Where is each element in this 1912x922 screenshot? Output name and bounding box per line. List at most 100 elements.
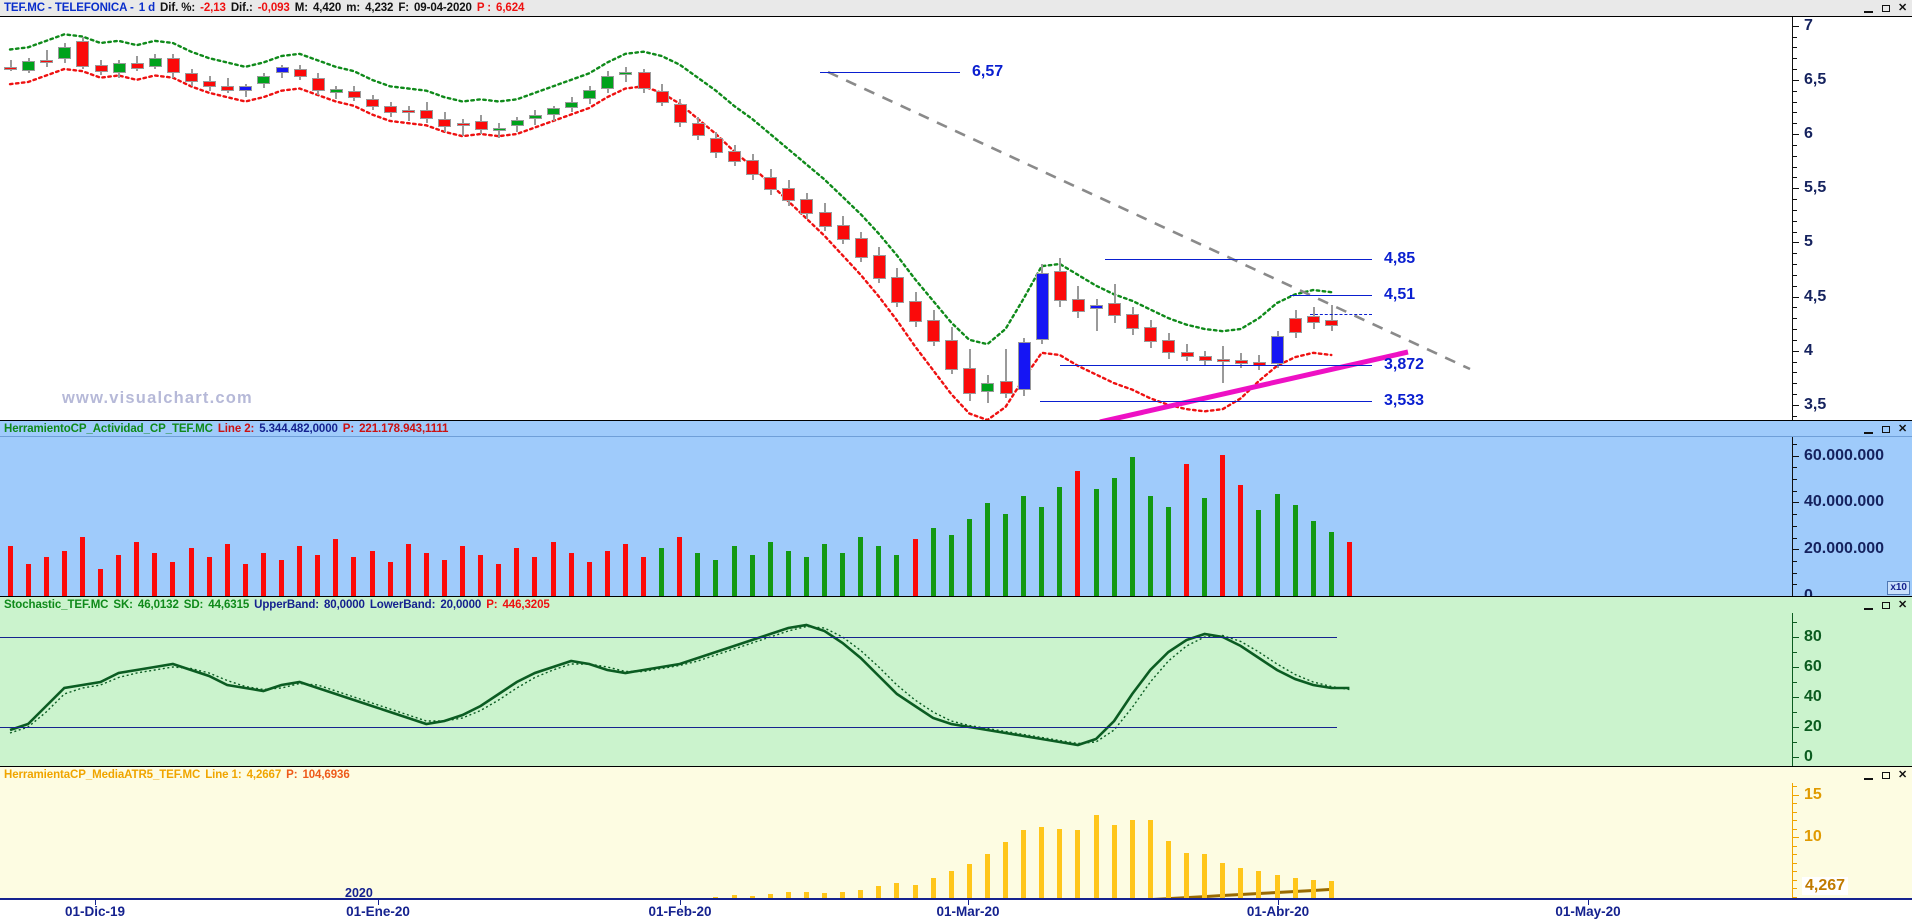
axis-minor-tick [1793,36,1797,38]
date-tick [968,900,969,905]
maximize-icon[interactable] [1878,769,1893,782]
volume-bar [387,561,393,596]
volume-bar [1165,507,1171,596]
candlestick [474,17,488,420]
axis-minor-tick [1793,803,1797,805]
lower-band-line [0,727,1338,728]
stochastic-plot-area[interactable]: 80 60 40 20 0 [0,613,1912,766]
maximize-icon[interactable] [1878,599,1893,612]
axis-minor-tick [1793,871,1797,873]
minimize-icon[interactable] [1861,423,1876,436]
date-tick [680,900,681,905]
stochastic-y-axis[interactable]: 80 60 40 20 0 [1792,613,1912,766]
axis-minor-tick [1793,490,1797,492]
volume-bar [61,550,67,596]
minimize-icon[interactable] [1861,2,1876,15]
volume-bar [333,539,339,596]
watermark: www.visualchart.com [62,389,253,407]
minimize-icon[interactable] [1861,769,1876,782]
stochastic-canvas[interactable] [0,613,1792,766]
candlestick [746,17,760,420]
axis-minor-tick [1793,862,1797,864]
candle-body [764,177,778,191]
candlestick [347,17,361,420]
volume-bar [659,548,665,596]
volume-bar [260,552,266,596]
close-icon[interactable]: ✕ [1897,598,1908,611]
sd-value: 44,6315 [208,599,250,611]
axis-tick-label: 20 [1804,718,1822,735]
maximize-icon[interactable] [1878,423,1893,436]
price-level-line[interactable] [1040,401,1372,403]
price-canvas[interactable]: www.visualchart.com 6,57 4,85 4,51 3,872 3,5… [0,17,1792,420]
diff-pct-value: -2,13 [200,2,226,14]
volume-bar [550,541,556,596]
candlestick [583,17,597,420]
volume-bar [695,552,701,596]
volume-bar [622,543,628,596]
axis-minor-tick [1793,667,1797,668]
close-icon[interactable]: ✕ [1897,1,1908,14]
axis-minor-tick [1793,90,1797,92]
symbol-label: TEF.MC - TELEFONICA - [4,2,134,14]
candlestick [709,17,723,420]
uptrend-magenta[interactable] [1099,349,1409,420]
minimize-icon[interactable] [1861,599,1876,612]
atr-bar [1003,842,1008,922]
candlestick [1053,17,1067,420]
volume-bar [224,543,230,596]
date-tick [95,900,96,905]
price-level-line[interactable] [1105,258,1372,260]
downtrend-gray[interactable] [827,70,1471,371]
price-level-line[interactable] [820,72,960,74]
maximize-icon[interactable] [1878,2,1893,15]
price-level-line[interactable] [1310,314,1372,316]
axis-minor-tick [1793,307,1797,309]
candlestick [130,17,144,420]
candlestick [945,17,959,420]
candlestick [655,17,669,420]
date-axis[interactable]: 01-Dic-19 01-Ene-20 01-Feb-20 01-Mar-20 01-A… [0,898,1912,922]
candle-wick [498,123,501,139]
candlestick [691,17,705,420]
axis-minor-tick [1793,350,1797,352]
volume-bar [532,557,538,596]
price-plot-area[interactable]: www.visualchart.com 6,57 4,85 4,51 3,872 3,5… [0,17,1912,420]
candlestick [166,17,180,420]
atr-line1-value: 4,2667 [246,769,282,781]
stochastic-p-value: 446,3205 [502,599,550,611]
atr-bar [1021,830,1027,922]
axis-minor-tick [1793,845,1797,847]
candle-body [800,199,814,215]
candlestick [1144,17,1158,420]
sk-value: 46,0132 [137,599,179,611]
volume-p-value: 221.178.943,1111 [359,422,449,435]
volume-canvas[interactable] [0,437,1792,596]
candle-body [999,381,1013,394]
price-level-line[interactable] [1060,364,1372,366]
candlestick [1162,17,1176,420]
volume-bar [1346,541,1352,596]
axis-minor-tick [1793,479,1797,481]
price-level-label: 6,57 [972,63,1004,81]
atr-bar [948,871,954,922]
close-icon[interactable]: ✕ [1897,768,1908,781]
volume-bar [1021,496,1027,596]
upperband-value: 80,0000 [323,599,365,611]
date-tick [1278,900,1279,905]
price-window-buttons: ✕ [1861,1,1910,15]
volume-bar [731,546,737,596]
close-icon[interactable]: ✕ [1897,422,1908,435]
axis-minor-tick [1793,274,1797,276]
price-y-axis[interactable]: 7 6,5 6 5,5 5 4,5 4 3,5 [1792,17,1912,420]
diff-value: -0,093 [257,2,290,14]
axis-tick-label: 10 [1804,828,1822,846]
candlestick [673,17,687,420]
atr-bar [1165,840,1171,922]
atr-bar [1202,854,1208,922]
volume-y-axis[interactable]: x10 60.000.000 40.000.000 20.000.000 0 [1792,437,1912,596]
volume-plot-area[interactable]: x10 60.000.000 40.000.000 20.000.000 0 [0,437,1912,596]
price-level-line[interactable] [1290,295,1372,297]
candlestick [547,17,560,420]
